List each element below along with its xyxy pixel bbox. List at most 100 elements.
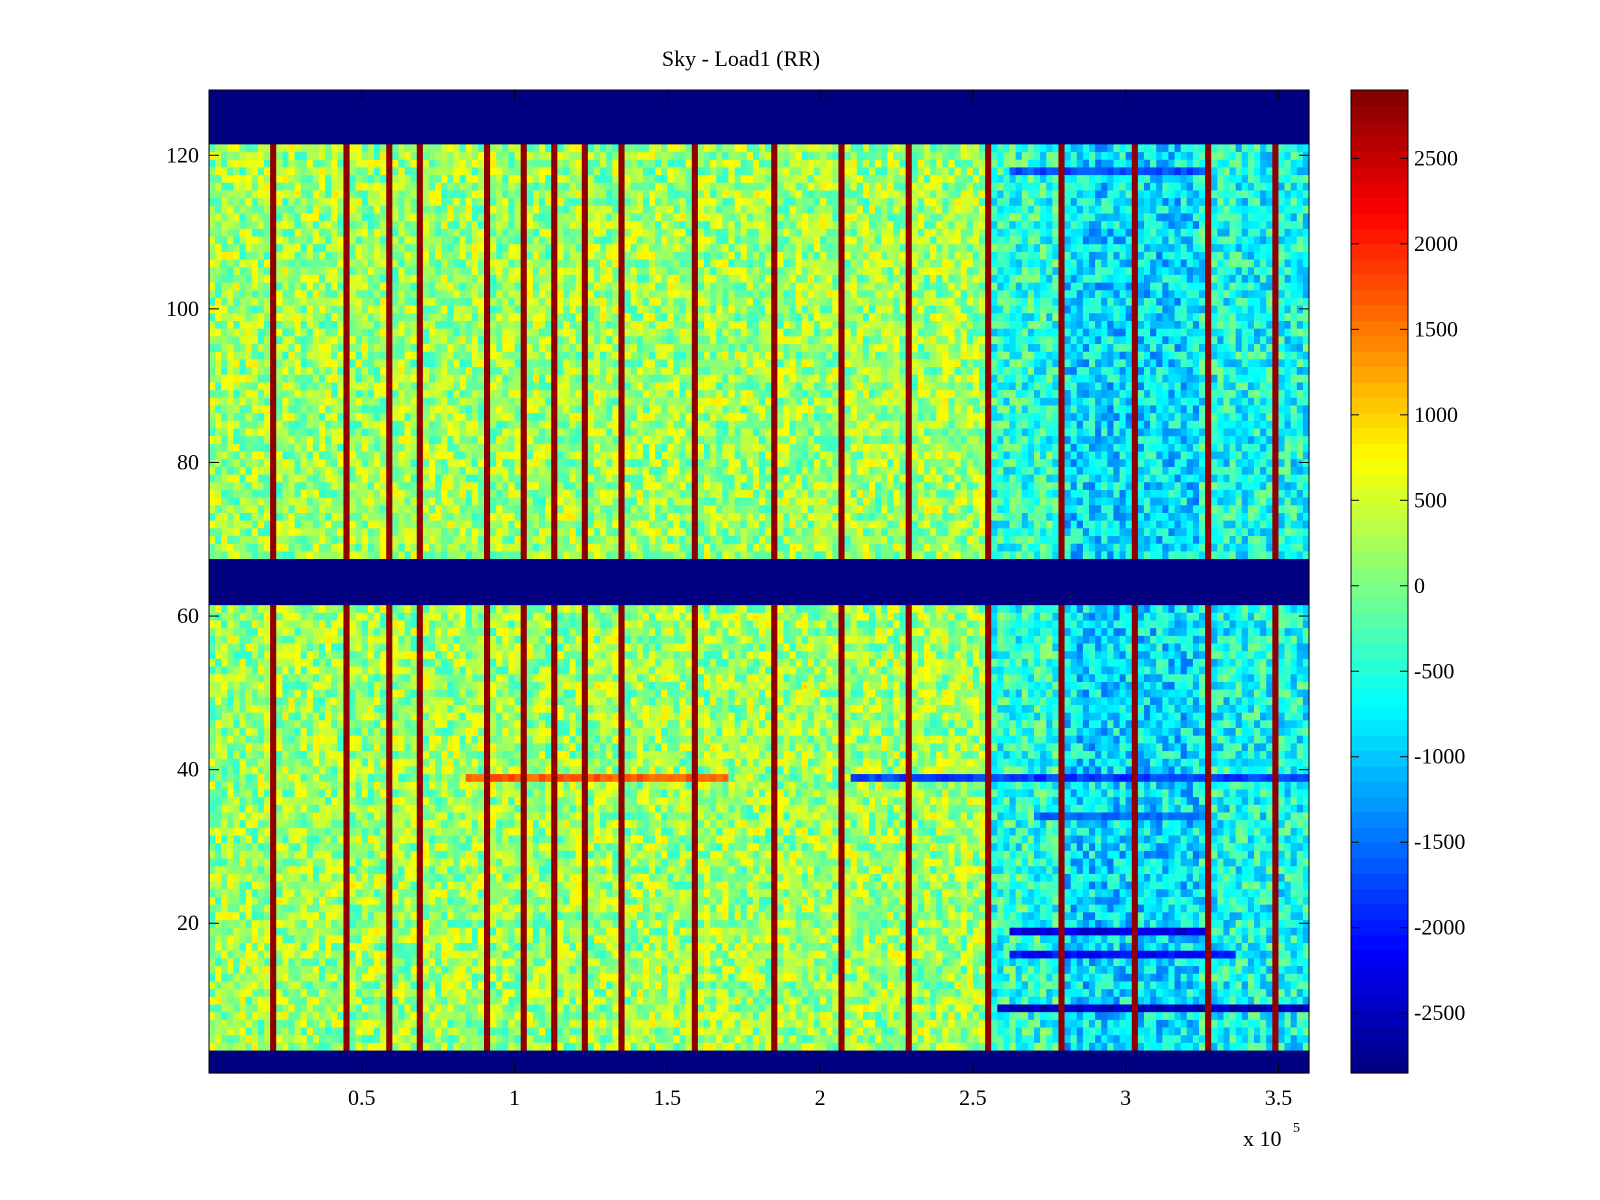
heatmap-cell — [899, 927, 907, 936]
heatmap-cell — [1162, 873, 1170, 882]
heatmap-cell — [312, 1065, 320, 1074]
heatmap-cell — [942, 1003, 950, 1013]
heatmap-cell — [257, 896, 265, 905]
heatmap-cell — [1241, 865, 1249, 874]
heatmap-cell — [1211, 957, 1218, 967]
heatmap-cell — [972, 896, 980, 905]
heatmap-cell — [392, 1042, 400, 1051]
heatmap-cell — [1089, 1057, 1096, 1066]
heatmap-cell — [905, 973, 913, 982]
heatmap-cell — [239, 857, 247, 867]
heatmap-cell — [1247, 927, 1255, 936]
heatmap-cell — [594, 896, 601, 905]
heatmap-cell — [887, 1026, 895, 1036]
heatmap-cell — [832, 896, 840, 905]
heatmap-cell — [422, 1019, 430, 1028]
heatmap-cell — [1180, 988, 1188, 997]
heatmap-cell — [905, 957, 913, 967]
heatmap-cell — [435, 881, 442, 890]
heatmap-cell — [783, 1049, 791, 1059]
heatmap-cell — [477, 1011, 485, 1020]
heatmap-cell — [325, 1003, 332, 1013]
heatmap-cell — [319, 1065, 326, 1074]
heatmap-cell — [1137, 996, 1145, 1005]
heatmap-cell — [429, 1042, 436, 1051]
heatmap-cell — [1278, 1034, 1286, 1043]
heatmap-cell — [1174, 934, 1182, 944]
heatmap-cell — [1064, 904, 1072, 913]
heatmap-cell — [508, 1019, 516, 1028]
heatmap-cell — [1095, 1026, 1102, 1036]
heatmap-cell — [960, 1019, 968, 1028]
heatmap-cell — [227, 1026, 235, 1036]
heatmap-cell — [685, 919, 693, 928]
heatmap-cell — [691, 1003, 699, 1013]
heatmap-cell — [1156, 927, 1163, 936]
heatmap-cell — [1254, 934, 1261, 944]
heatmap-cell — [465, 888, 473, 897]
heatmap-cell — [710, 873, 717, 882]
heatmap-cell — [276, 1042, 283, 1051]
heatmap-cell — [1186, 965, 1194, 974]
heatmap-cell — [532, 973, 540, 982]
heatmap-cell — [514, 1049, 522, 1059]
heatmap-cell — [642, 965, 650, 974]
heatmap-cell — [1192, 1034, 1200, 1043]
heatmap-cell — [349, 857, 357, 867]
heatmap-cell — [862, 996, 870, 1005]
heatmap-cell — [1052, 965, 1060, 974]
heatmap-cell — [979, 942, 986, 951]
heatmap-cell — [777, 1003, 785, 1013]
heatmap-cell — [1131, 988, 1139, 997]
heatmap-cell — [704, 973, 711, 982]
heatmap-cell — [429, 1057, 436, 1066]
heatmap-cell — [612, 904, 620, 913]
heatmap-cell — [1241, 934, 1249, 944]
heatmap-cell — [496, 857, 503, 867]
heatmap-cell — [917, 896, 925, 905]
heatmap-cell — [887, 950, 895, 959]
heatmap-cell — [954, 1034, 962, 1043]
heatmap-cell — [233, 881, 241, 890]
heatmap-cell — [484, 896, 491, 905]
heatmap-cell — [893, 1057, 901, 1066]
heatmap-cell — [1113, 934, 1121, 944]
heatmap-cell — [1272, 1042, 1280, 1051]
heatmap-cell — [1015, 965, 1023, 974]
heatmap-cell — [997, 957, 1005, 967]
heatmap-cell — [215, 873, 222, 882]
heatmap-cell — [1186, 888, 1194, 897]
heatmap-cell — [1199, 1034, 1206, 1043]
heatmap-cell — [288, 881, 296, 890]
heatmap-cell — [514, 973, 522, 982]
heatmap-cell — [227, 1003, 235, 1013]
heatmap-cell — [1089, 980, 1096, 990]
heatmap-cell — [649, 896, 656, 905]
heatmap-cell — [716, 980, 723, 990]
heatmap-cell — [520, 911, 528, 921]
heatmap-cell — [911, 1026, 919, 1036]
heatmap-cell — [1119, 988, 1127, 997]
heatmap-cell — [832, 857, 840, 867]
heatmap-cell — [1199, 911, 1206, 921]
heatmap-cell — [942, 1049, 950, 1059]
heatmap-cell — [649, 1049, 656, 1059]
heatmap-cell — [1150, 896, 1157, 905]
heatmap-cell — [1101, 1034, 1108, 1043]
heatmap-cell — [722, 1057, 730, 1066]
heatmap-cell — [1052, 1019, 1060, 1028]
heatmap-cell — [991, 857, 998, 867]
heatmap-cell — [844, 1049, 852, 1059]
heatmap-cell — [777, 965, 785, 974]
heatmap-cell — [728, 942, 736, 951]
heatmap-cell — [642, 857, 650, 867]
heatmap-cell — [1192, 927, 1200, 936]
heatmap-cell — [673, 1026, 681, 1036]
heatmap-cell — [924, 1034, 931, 1043]
heatmap-cell — [337, 911, 345, 921]
heatmap-cell — [441, 1057, 448, 1066]
heatmap-cell — [630, 888, 638, 897]
heatmap-cell — [386, 1049, 393, 1059]
heatmap-cell — [875, 1065, 882, 1074]
heatmap-cell — [948, 973, 956, 982]
